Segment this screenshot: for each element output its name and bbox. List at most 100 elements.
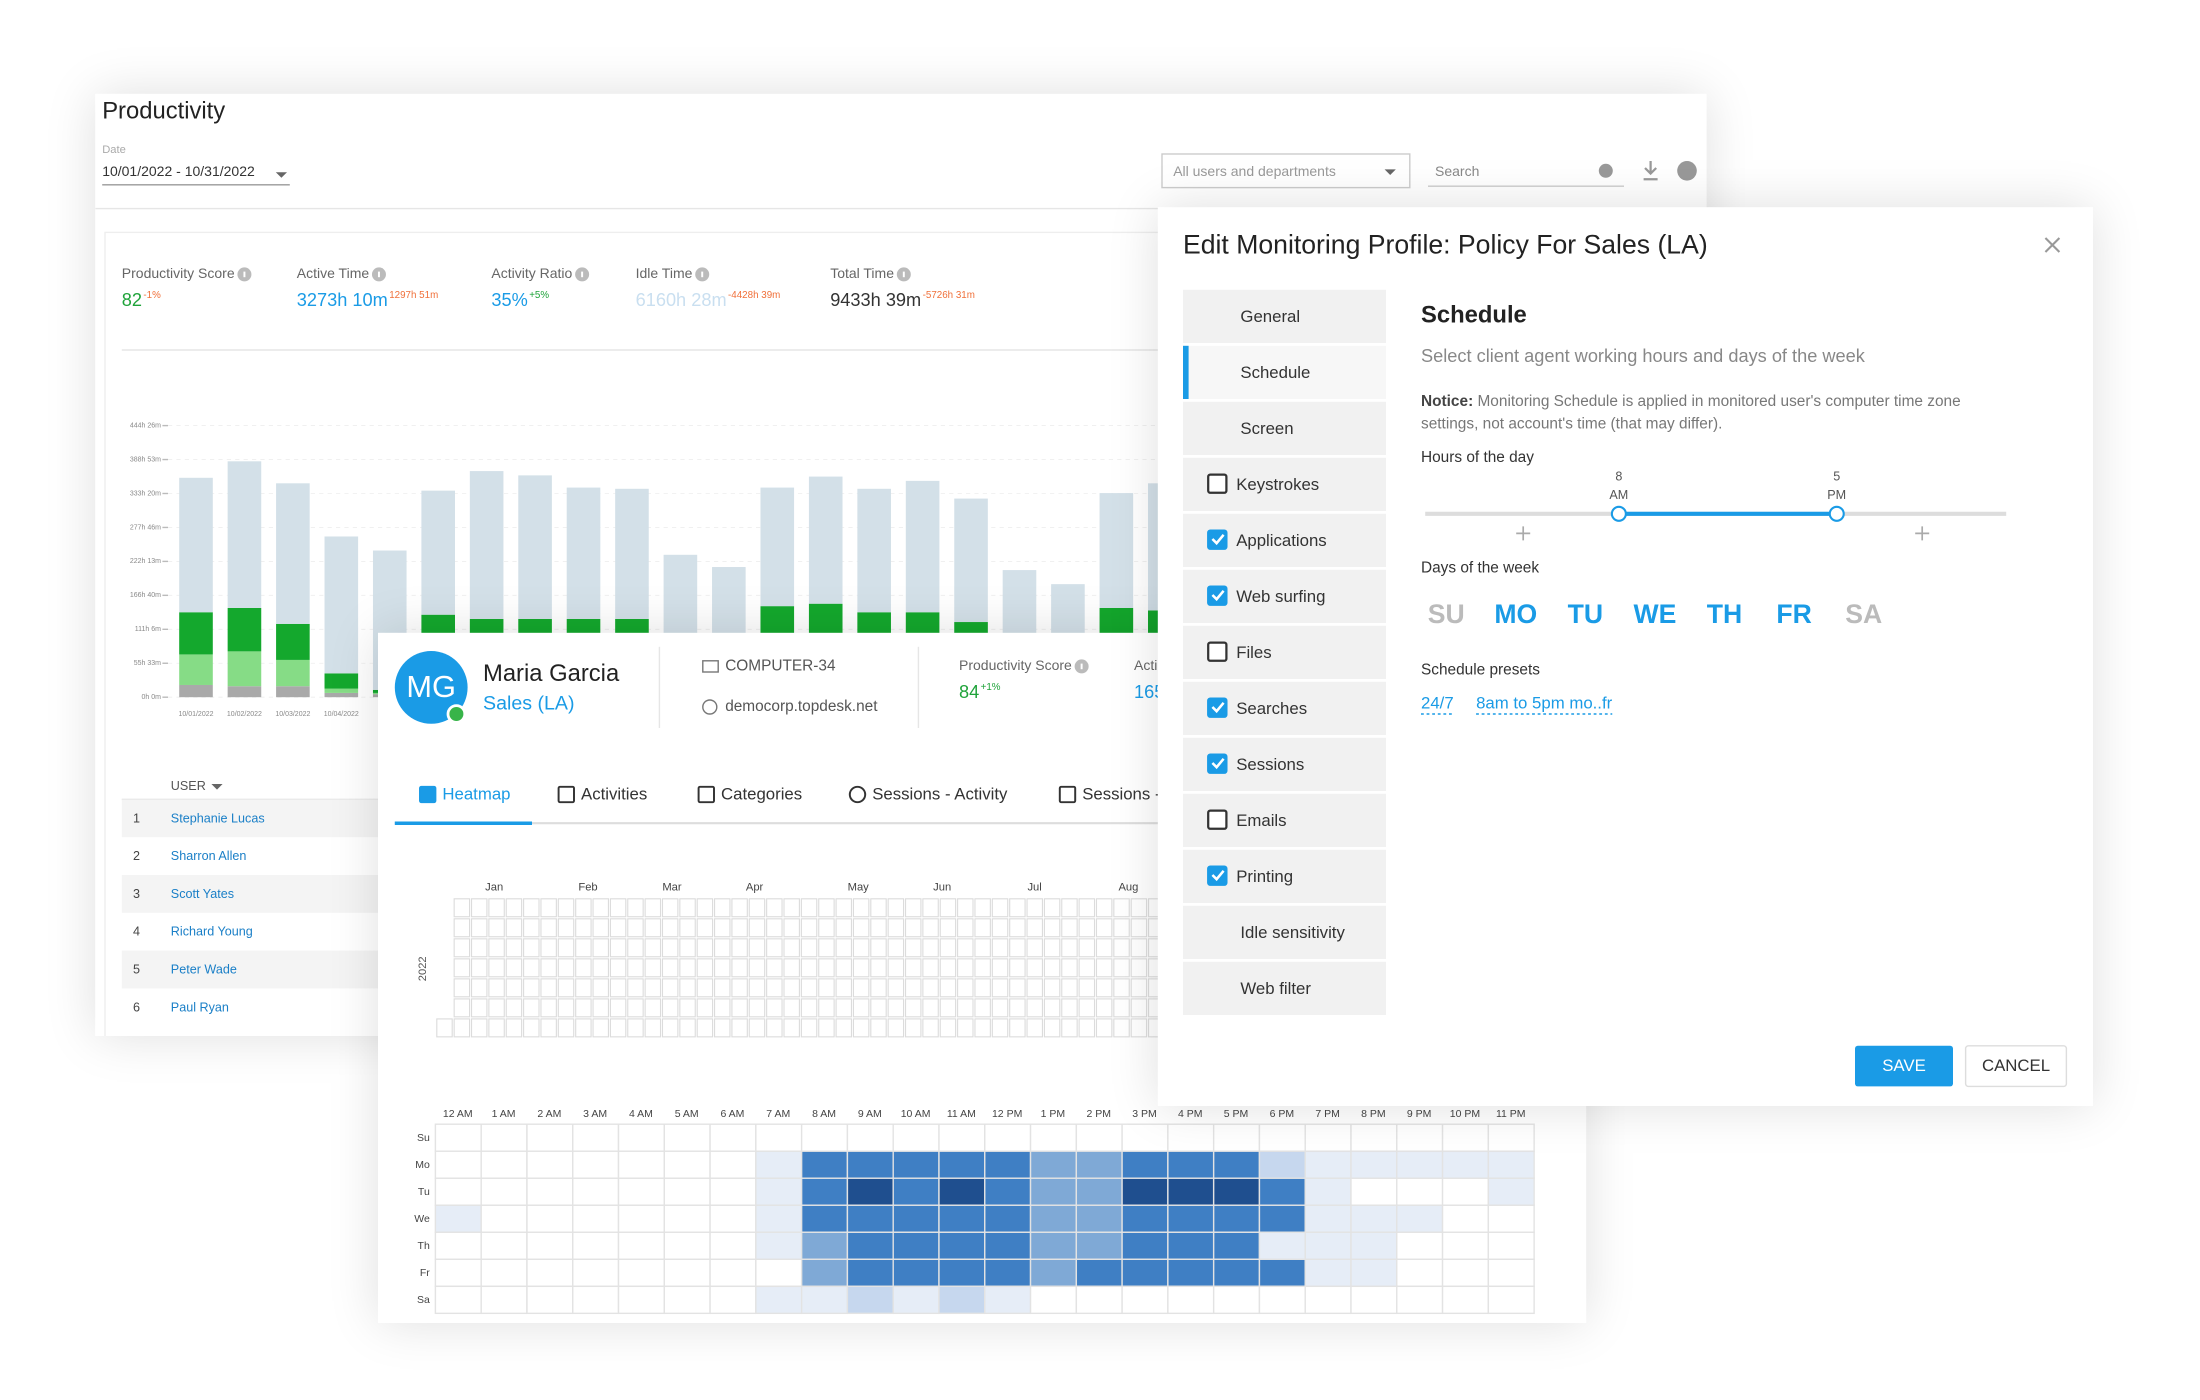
user-name[interactable]: Stephanie Lucas — [171, 811, 265, 825]
tab[interactable]: Sessions - — [1082, 785, 1160, 804]
year-cell — [904, 918, 922, 938]
heatmap-cell — [617, 1258, 665, 1288]
weekday-toggle[interactable]: SA — [1845, 599, 1882, 629]
cancel-label[interactable]: CANCEL — [1982, 1056, 2050, 1075]
user-name[interactable]: Peter Wade — [171, 963, 237, 977]
weekday-toggle[interactable]: WE — [1634, 599, 1677, 629]
year-cell — [609, 918, 627, 938]
close-button[interactable] — [2044, 237, 2061, 253]
heatmap-cell — [1396, 1231, 1444, 1260]
nav-item[interactable] — [1183, 345, 1386, 399]
checkbox[interactable] — [1207, 809, 1228, 830]
heatmap-cell — [984, 1258, 1032, 1288]
nav-label[interactable]: Printing — [1236, 867, 1293, 886]
slider-add[interactable] — [1516, 526, 1531, 541]
year-cell — [957, 1018, 974, 1038]
nav-item[interactable] — [1183, 905, 1386, 959]
nav-label[interactable]: Web filter — [1240, 979, 1311, 998]
checkbox[interactable] — [1207, 641, 1228, 662]
save-label[interactable]: SAVE — [1882, 1056, 1926, 1075]
table-header[interactable]: USER — [171, 779, 206, 793]
cancel-button[interactable] — [1964, 1045, 2068, 1088]
user-name[interactable]: Paul Ryan — [171, 1000, 229, 1014]
nav-label[interactable]: Keystrokes — [1236, 475, 1319, 494]
checkbox[interactable] — [1207, 585, 1228, 606]
year-cell — [488, 978, 505, 998]
download-icon[interactable] — [1643, 160, 1658, 181]
nav-label[interactable]: Emails — [1236, 811, 1286, 830]
year-cell — [1009, 958, 1026, 978]
year-cell — [870, 998, 887, 1018]
preset-link[interactable]: 8am to 5pm mo..fr — [1476, 694, 1613, 713]
month-label: Jan — [485, 882, 503, 894]
user-name[interactable]: Richard Young — [171, 925, 253, 939]
nav-label[interactable]: Idle sensitivity — [1240, 923, 1345, 942]
nav-label[interactable]: General — [1240, 307, 1300, 326]
tab[interactable]: Heatmap — [442, 785, 510, 804]
year-cell — [1061, 998, 1078, 1018]
score-label: Productivity Score — [959, 657, 1072, 673]
heatmap-cell — [709, 1204, 757, 1233]
bar-segment — [227, 651, 262, 687]
help-button[interactable] — [1677, 161, 1697, 181]
year-cell — [1043, 1018, 1061, 1038]
year-cell — [957, 918, 974, 938]
tab[interactable]: Activities — [581, 785, 647, 804]
dropdown-arrow — [1384, 169, 1396, 175]
checkmark — [1211, 701, 1225, 714]
year-cell — [835, 918, 853, 938]
user-name[interactable]: Sharron Allen — [171, 849, 247, 863]
nav-label[interactable]: Files — [1236, 643, 1271, 662]
checkbox[interactable] — [1207, 697, 1228, 718]
weekday-toggle[interactable]: TU — [1568, 599, 1603, 629]
slider-add[interactable] — [1915, 526, 1930, 541]
filter-select[interactable] — [1161, 153, 1411, 189]
nav-item[interactable] — [1183, 289, 1386, 343]
search-box[interactable]: Search — [1435, 163, 1479, 179]
nav-item[interactable] — [1183, 401, 1386, 455]
weekday-toggle[interactable]: FR — [1776, 599, 1811, 629]
save-button[interactable] — [1855, 1045, 1953, 1087]
bar-segment — [663, 554, 698, 638]
heatmap-cell — [1212, 1123, 1261, 1152]
year-cell — [783, 998, 800, 1018]
preset-link[interactable]: 24/7 — [1421, 694, 1454, 713]
tab[interactable]: Categories — [721, 785, 802, 804]
heatmap-cell — [1441, 1231, 1490, 1260]
nav-item[interactable] — [1183, 961, 1386, 1015]
nav-label[interactable]: Searches — [1236, 699, 1307, 718]
metric-value: 35% — [491, 290, 527, 310]
x-tick-label: 10/02/2022 — [227, 711, 262, 718]
date-range[interactable]: 10/01/2022 - 10/31/2022 — [102, 163, 255, 179]
year-cell — [818, 1018, 835, 1038]
nav-label[interactable]: Applications — [1236, 531, 1327, 550]
year-cell — [1026, 1018, 1043, 1038]
year-cell — [818, 938, 835, 958]
year-cell — [887, 918, 905, 938]
weekday-toggle[interactable]: MO — [1494, 599, 1537, 629]
heatmap-cell — [526, 1150, 574, 1179]
heatmap-cell — [892, 1123, 940, 1152]
year-cell — [800, 918, 818, 938]
user-name[interactable]: Scott Yates — [171, 887, 234, 901]
slider-handle[interactable] — [1828, 505, 1845, 522]
year-cell — [1130, 1018, 1148, 1038]
checkbox[interactable] — [1207, 473, 1228, 494]
weekday-toggle[interactable]: TH — [1707, 599, 1742, 629]
year-cell — [1095, 998, 1113, 1018]
heatmap-cell — [1167, 1204, 1215, 1233]
slider-handle[interactable] — [1610, 505, 1627, 522]
heatmap-cell — [709, 1123, 757, 1152]
checkbox[interactable] — [1207, 529, 1228, 550]
hour-label: 3 PM — [1132, 1108, 1157, 1120]
weekday-toggle[interactable]: SU — [1428, 599, 1465, 629]
nav-label[interactable]: Sessions — [1236, 755, 1304, 774]
avatar — [394, 651, 468, 724]
checkbox[interactable] — [1207, 753, 1228, 774]
tab[interactable]: Sessions - Activity — [872, 785, 1008, 804]
nav-label[interactable]: Schedule — [1240, 363, 1310, 382]
nav-label[interactable]: Screen — [1240, 419, 1293, 438]
checkbox[interactable] — [1207, 865, 1228, 886]
nav-label[interactable]: Web surfing — [1236, 587, 1325, 606]
metric-label: Active Time — [297, 265, 370, 281]
